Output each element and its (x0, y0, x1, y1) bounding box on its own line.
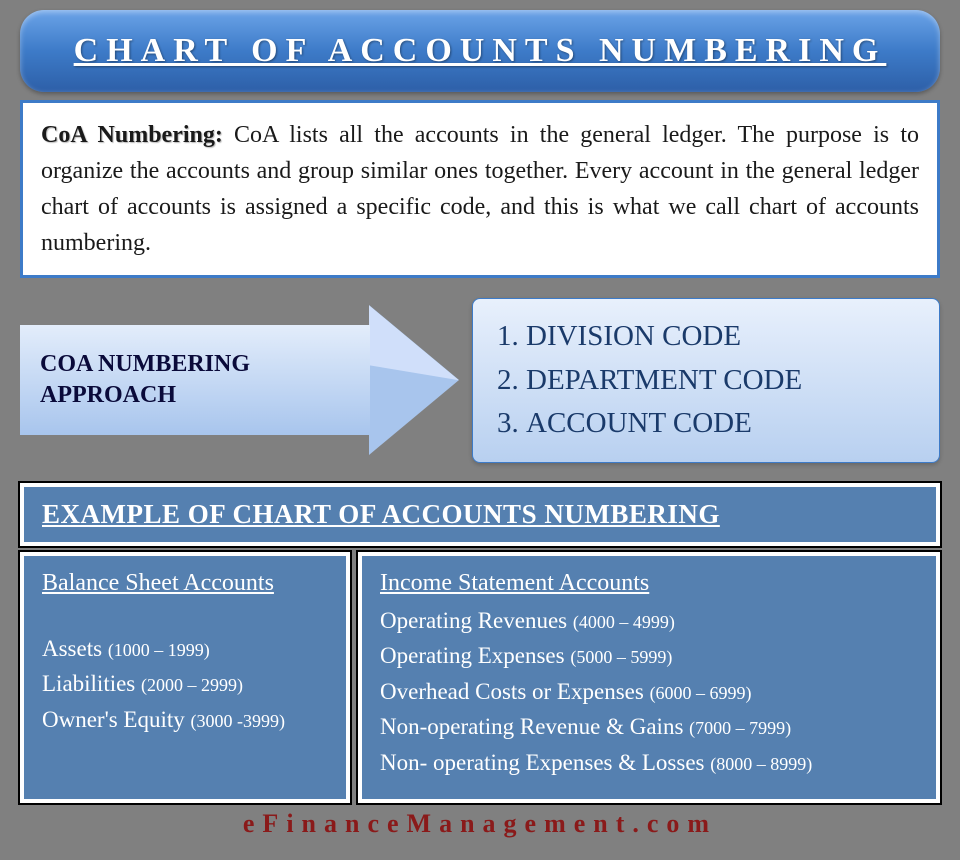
account-item: Assets (1000 – 1999) (42, 631, 328, 667)
account-item: Operating Expenses (5000 – 5999) (380, 638, 918, 674)
page-title: CHART OF ACCOUNTS NUMBERING (50, 32, 910, 70)
codes-box: DIVISION CODE DEPARTMENT CODE ACCOUNT CO… (472, 298, 940, 463)
account-range: (4000 – 4999) (573, 612, 675, 632)
account-label: Assets (42, 636, 102, 661)
account-label: Overhead Costs or Expenses (380, 679, 644, 704)
income-statement-panel: Income Statement Accounts Operating Reve… (358, 552, 940, 803)
example-section: EXAMPLE OF CHART OF ACCOUNTS NUMBERING B… (20, 483, 940, 803)
intro-box: CoA Numbering: CoA lists all the account… (20, 100, 940, 278)
approach-arrow: COA NUMBERING APPROACH (20, 305, 460, 455)
balance-sheet-panel: Balance Sheet Accounts Assets (1000 – 19… (20, 552, 350, 803)
balance-sheet-title: Balance Sheet Accounts (42, 570, 328, 597)
header-banner: CHART OF ACCOUNTS NUMBERING (20, 10, 940, 92)
account-range: (1000 – 1999) (108, 640, 210, 660)
account-range: (6000 – 6999) (650, 683, 752, 703)
codes-list: DIVISION CODE DEPARTMENT CODE ACCOUNT CO… (497, 315, 915, 446)
account-label: Owner's Equity (42, 707, 185, 732)
account-item: Liabilities (2000 – 2999) (42, 666, 328, 702)
account-label: Liabilities (42, 671, 135, 696)
code-item: DIVISION CODE (497, 315, 915, 359)
intro-lead: CoA Numbering: (41, 122, 223, 148)
account-item: Owner's Equity (3000 -3999) (42, 702, 328, 738)
account-label: Operating Expenses (380, 643, 565, 668)
example-header: EXAMPLE OF CHART OF ACCOUNTS NUMBERING (20, 483, 940, 546)
example-columns: Balance Sheet Accounts Assets (1000 – 19… (20, 552, 940, 803)
account-item: Non- operating Expenses & Losses (8000 –… (380, 745, 918, 781)
arrow-body: COA NUMBERING APPROACH (20, 325, 370, 435)
account-label: Operating Revenues (380, 608, 567, 633)
code-item: DEPARTMENT CODE (497, 359, 915, 403)
footer-attribution: eFinanceManagement.com (10, 809, 950, 839)
account-label: Non- operating Expenses & Losses (380, 750, 705, 775)
account-range: (8000 – 8999) (710, 754, 812, 774)
account-label: Non-operating Revenue & Gains (380, 714, 683, 739)
spacer (42, 603, 328, 631)
account-range: (5000 – 5999) (570, 647, 672, 667)
income-statement-title: Income Statement Accounts (380, 570, 918, 597)
intro-paragraph: CoA Numbering: CoA lists all the account… (41, 117, 919, 261)
account-range: (3000 -3999) (191, 711, 285, 731)
code-item: ACCOUNT CODE (497, 402, 915, 446)
account-item: Operating Revenues (4000 – 4999) (380, 603, 918, 639)
account-range: (7000 – 7999) (689, 718, 791, 738)
account-item: Non-operating Revenue & Gains (7000 – 79… (380, 709, 918, 745)
account-item: Overhead Costs or Expenses (6000 – 6999) (380, 674, 918, 710)
approach-row: COA NUMBERING APPROACH DIVISION CODE DEP… (20, 298, 940, 463)
account-range: (2000 – 2999) (141, 675, 243, 695)
example-title: EXAMPLE OF CHART OF ACCOUNTS NUMBERING (42, 499, 918, 530)
arrow-label: COA NUMBERING APPROACH (40, 349, 370, 411)
arrow-head-icon (369, 305, 459, 455)
